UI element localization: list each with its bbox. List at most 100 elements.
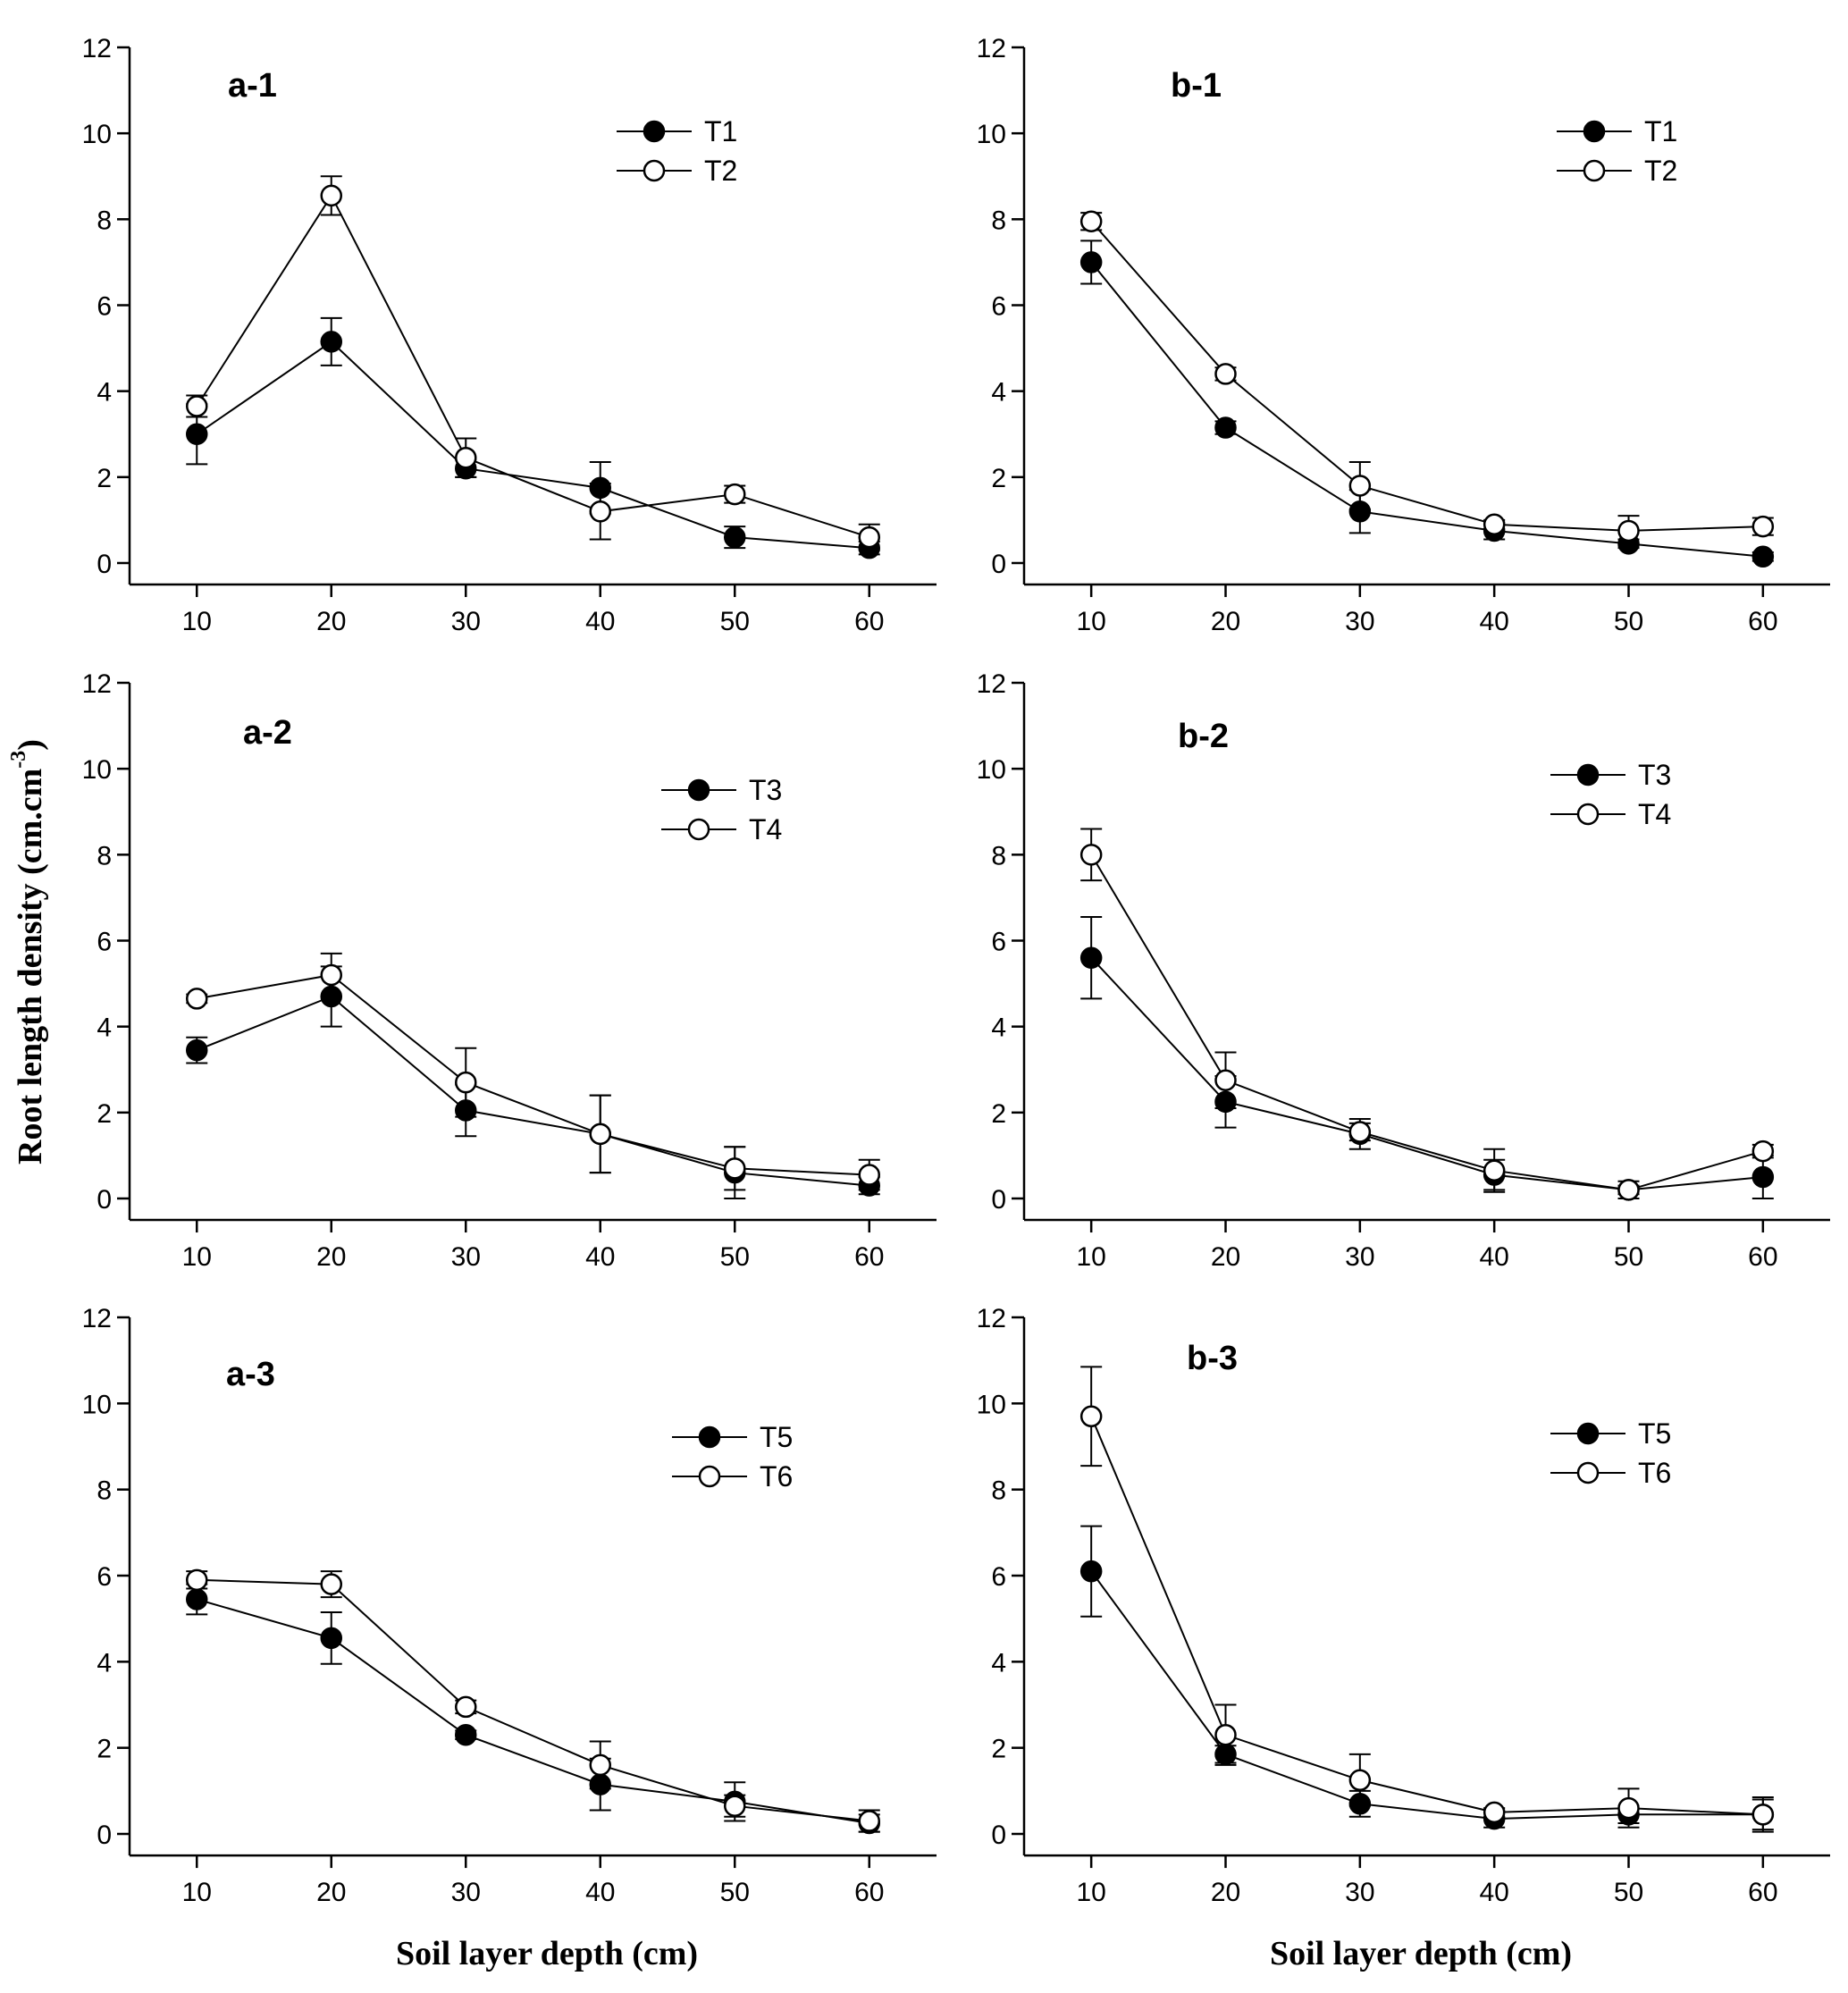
legend-label-T4: T4 bbox=[1638, 798, 1671, 830]
data-point-T2 bbox=[186, 395, 208, 417]
legend-marker bbox=[1576, 803, 1600, 826]
data-point-T2 bbox=[858, 526, 880, 549]
x-tick-label: 40 bbox=[585, 607, 615, 636]
data-point-T3 bbox=[1751, 1165, 1775, 1189]
legend-marker bbox=[687, 778, 710, 802]
data-point-T1 bbox=[186, 423, 208, 445]
legend-label-T1: T1 bbox=[1644, 115, 1677, 147]
series-line-T1 bbox=[196, 341, 869, 550]
x-tick-label: 20 bbox=[1211, 607, 1240, 636]
y-tick-label: 0 bbox=[97, 550, 112, 579]
data-point-T5 bbox=[1079, 1560, 1103, 1583]
y-tick-label: 10 bbox=[82, 120, 112, 149]
x-tick-label: 10 bbox=[1076, 1242, 1105, 1272]
legend-marker bbox=[698, 1425, 721, 1449]
data-point-T2 bbox=[1214, 363, 1237, 385]
x-tick-label: 40 bbox=[1479, 607, 1508, 636]
data-point-T5 bbox=[1214, 1743, 1237, 1766]
y-tick-label: 8 bbox=[991, 206, 1006, 235]
series-line-T4 bbox=[197, 973, 869, 1176]
data-point-T6 bbox=[1617, 1796, 1640, 1820]
y-tick-label: 10 bbox=[82, 755, 112, 785]
data-point-T4 bbox=[1348, 1121, 1372, 1143]
y-tick-label: 6 bbox=[97, 928, 112, 957]
data-point-T6 bbox=[858, 1810, 880, 1832]
legend-marker bbox=[643, 159, 666, 182]
y-tick-label: 8 bbox=[97, 1476, 112, 1506]
y-tick-label: 8 bbox=[97, 841, 112, 870]
x-tick-label: 20 bbox=[316, 607, 346, 636]
x-tick-label: 50 bbox=[720, 1242, 750, 1272]
x-tick-label: 60 bbox=[1748, 1242, 1777, 1272]
y-tick-label: 0 bbox=[991, 550, 1006, 579]
x-tick-label: 30 bbox=[451, 1878, 481, 1907]
data-point-T6 bbox=[589, 1753, 611, 1777]
legend-label-T6: T6 bbox=[760, 1460, 793, 1493]
series-line-T6 bbox=[197, 1578, 869, 1822]
x-axis-title-right: Soil layer depth (cm) bbox=[1270, 1935, 1572, 1972]
y-tick-label: 4 bbox=[991, 378, 1006, 408]
data-point-T3 bbox=[1214, 1090, 1237, 1114]
y-tick-label: 6 bbox=[97, 1562, 112, 1592]
panel-label: a-3 bbox=[226, 1356, 275, 1393]
y-tick-label: 6 bbox=[991, 1562, 1006, 1592]
x-tick-label: 20 bbox=[316, 1242, 346, 1272]
data-point-T6 bbox=[186, 1568, 208, 1592]
legend-label-T3: T3 bbox=[1638, 759, 1671, 791]
legend-marker bbox=[643, 120, 666, 143]
y-tick-label: 8 bbox=[991, 841, 1006, 870]
x-tick-label: 60 bbox=[854, 1878, 884, 1907]
y-axis-title-superscript: -3 bbox=[7, 751, 30, 769]
data-point-T1 bbox=[724, 526, 746, 549]
data-point-T4 bbox=[455, 1071, 477, 1094]
x-tick-label: 60 bbox=[854, 607, 884, 636]
x-tick-label: 50 bbox=[720, 1878, 750, 1907]
y-tick-label: 10 bbox=[977, 755, 1006, 785]
legend-marker bbox=[1576, 1422, 1600, 1445]
panel-label: a-2 bbox=[243, 714, 292, 752]
x-tick-label: 50 bbox=[1614, 1878, 1643, 1907]
y-tick-label: 10 bbox=[82, 1390, 112, 1419]
legend-label-T2: T2 bbox=[704, 155, 737, 187]
data-point-T5 bbox=[320, 1627, 342, 1650]
y-tick-label: 10 bbox=[977, 1390, 1006, 1419]
y-tick-label: 2 bbox=[991, 464, 1006, 493]
data-point-T4 bbox=[186, 988, 208, 1010]
data-point-T4 bbox=[1483, 1159, 1506, 1182]
data-point-T3 bbox=[320, 985, 342, 1008]
data-point-T4 bbox=[724, 1157, 746, 1180]
data-point-T5 bbox=[1348, 1793, 1372, 1815]
x-tick-label: 60 bbox=[1748, 607, 1777, 636]
panel-label: a-1 bbox=[228, 67, 277, 105]
x-tick-label: 40 bbox=[585, 1878, 615, 1907]
legend-label-T6: T6 bbox=[1638, 1457, 1671, 1489]
y-tick-label: 2 bbox=[97, 464, 112, 493]
legend-label-T4: T4 bbox=[749, 813, 782, 845]
legend-marker bbox=[1576, 763, 1600, 786]
series-line-T2 bbox=[1090, 221, 1763, 532]
y-tick-label: 4 bbox=[97, 1648, 112, 1678]
x-tick-label: 50 bbox=[1614, 607, 1643, 636]
x-tick-label: 50 bbox=[720, 607, 750, 636]
x-tick-label: 10 bbox=[1076, 607, 1105, 636]
x-tick-label: 30 bbox=[1345, 1878, 1374, 1907]
x-tick-label: 30 bbox=[1345, 607, 1374, 636]
y-tick-label: 10 bbox=[977, 120, 1006, 149]
data-point-T5 bbox=[186, 1588, 208, 1610]
legend-marker bbox=[1576, 1461, 1600, 1484]
y-axis-title-text: Root length density (cm.cm bbox=[12, 769, 49, 1165]
x-tick-label: 40 bbox=[585, 1242, 615, 1272]
y-tick-label: 6 bbox=[991, 292, 1006, 322]
data-point-T2 bbox=[455, 446, 477, 469]
y-tick-label: 2 bbox=[97, 1735, 112, 1764]
x-tick-label: 10 bbox=[182, 1878, 212, 1907]
x-tick-label: 20 bbox=[316, 1878, 346, 1907]
y-tick-label: 12 bbox=[977, 34, 1006, 63]
x-tick-label: 60 bbox=[1748, 1878, 1777, 1907]
